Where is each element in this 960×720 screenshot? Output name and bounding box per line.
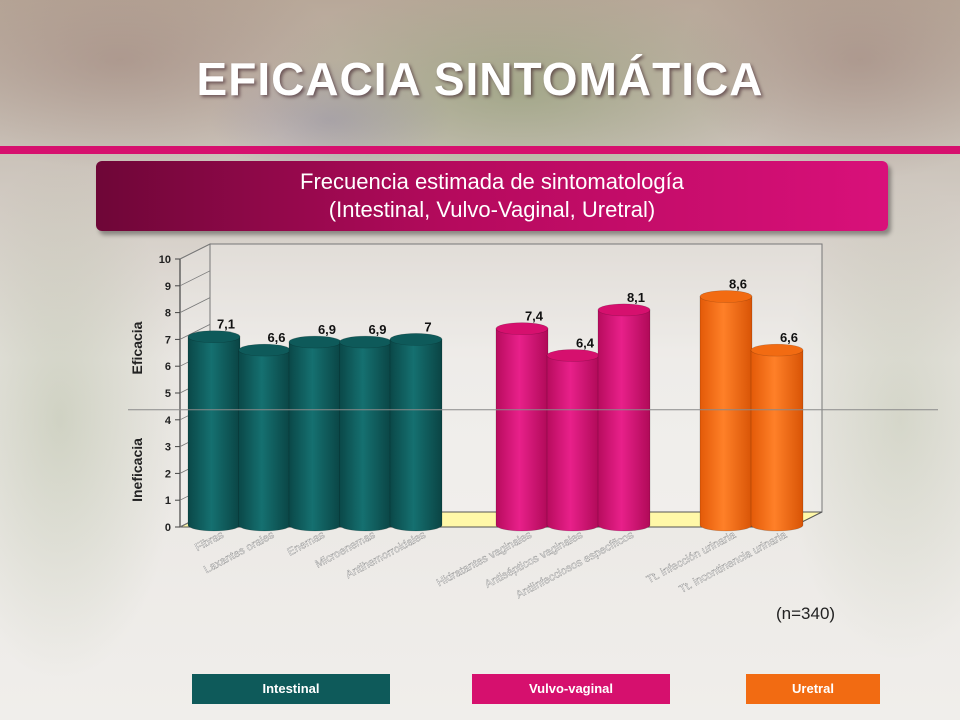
bar-value-label: 8,1 (627, 290, 645, 305)
bar-value-label: 6,9 (368, 322, 386, 337)
bar-laxantes-orales: 6,6 (238, 330, 291, 532)
sample-size-note: (n=340) (776, 604, 836, 623)
y-tick-label: 1 (165, 495, 171, 507)
legend-intestinal: Intestinal (192, 674, 390, 704)
chart-bars: 7,1 6,6 6,9 6,9 7 7,4 6,4 8,1 8,6 6,6 (187, 277, 804, 532)
bar-top (389, 333, 443, 346)
legend-uretral: Uretral (746, 674, 880, 704)
y-tick-label: 9 (165, 281, 171, 293)
bar-top (750, 343, 804, 357)
y-tick-depth-line (179, 243, 211, 260)
bar-body (699, 296, 753, 532)
zone-label-eficacia: Eficacia (129, 321, 145, 374)
y-tick-label: 8 (165, 308, 171, 320)
bar-top (495, 322, 549, 335)
y-axis-ticks: 0 1 2 3 4 5 6 7 8 9 10 (159, 243, 211, 534)
bar-body (339, 341, 392, 532)
bar-value-label: 6,6 (267, 330, 285, 345)
y-tick-label: 10 (159, 254, 171, 266)
bar-value-label: 7,4 (525, 309, 544, 324)
bar-body (389, 339, 443, 532)
bar-body (750, 349, 804, 532)
zone-labels: Eficacia Ineficacia (128, 321, 938, 502)
bar-top (597, 303, 651, 317)
bar-value-label: 7,1 (217, 317, 235, 332)
legend-vulvo-vaginal: Vulvo-vaginal (472, 674, 670, 704)
bar-body (187, 336, 241, 532)
bar-top (546, 349, 600, 362)
bar-tt-infecci-n-urinaria: 8,6 (699, 277, 753, 532)
bar-value-label: 6,9 (318, 322, 336, 337)
y-tick-label: 5 (165, 388, 171, 400)
bar-top (288, 335, 342, 349)
y-tick-label: 3 (165, 442, 171, 454)
bar-top (699, 290, 753, 303)
bar-antis-pticos-vaginales: 6,4 (546, 335, 600, 532)
bar-body (238, 349, 291, 532)
y-tick-label: 0 (165, 522, 171, 534)
bar-body (597, 309, 651, 532)
title-divider (0, 146, 960, 154)
zone-label-ineficacia: Ineficacia (129, 438, 145, 502)
bar-microenemas: 6,9 (339, 322, 392, 532)
y-tick-depth-line (179, 324, 211, 340)
slide-title: EFICACIA SINTOMÁTICA (196, 53, 764, 105)
y-tick-label: 6 (165, 361, 171, 373)
bar-top (187, 330, 241, 344)
bar-tt-incontinencia-urinaria: 6,6 (750, 330, 804, 532)
bar-value-label: 6,4 (576, 335, 595, 350)
y-tick-depth-line (179, 270, 211, 287)
bar-body (495, 328, 549, 532)
bar-enemas: 6,9 (288, 322, 342, 532)
bar-antihemorroidales: 7 (389, 319, 443, 532)
bar-body (546, 355, 600, 532)
bar-body (288, 341, 342, 532)
subtitle-banner: Frecuencia estimada de sintomatología (I… (96, 161, 888, 231)
y-tick-label: 4 (165, 415, 172, 427)
bar-antiinfecciosos-espec-ficos: 8,1 (597, 290, 651, 532)
category-label: Fibras (193, 529, 226, 554)
bar-top (339, 335, 392, 349)
y-tick-label: 2 (165, 468, 171, 480)
bar-value-label: 7 (424, 319, 431, 334)
bar-fibras: 7,1 (187, 317, 241, 532)
subtitle-line-1: Frecuencia estimada de sintomatología (300, 169, 684, 194)
y-tick-label: 7 (165, 334, 171, 346)
category-label: Enemas (286, 529, 328, 559)
bar-top (238, 343, 291, 357)
bar-hidratantes-vaginales: 7,4 (495, 309, 549, 532)
bar-value-label: 8,6 (729, 277, 747, 292)
bar-value-label: 6,6 (780, 330, 798, 345)
y-tick-depth-line (179, 297, 211, 313)
subtitle-line-2: (Intestinal, Vulvo-Vaginal, Uretral) (328, 197, 656, 222)
